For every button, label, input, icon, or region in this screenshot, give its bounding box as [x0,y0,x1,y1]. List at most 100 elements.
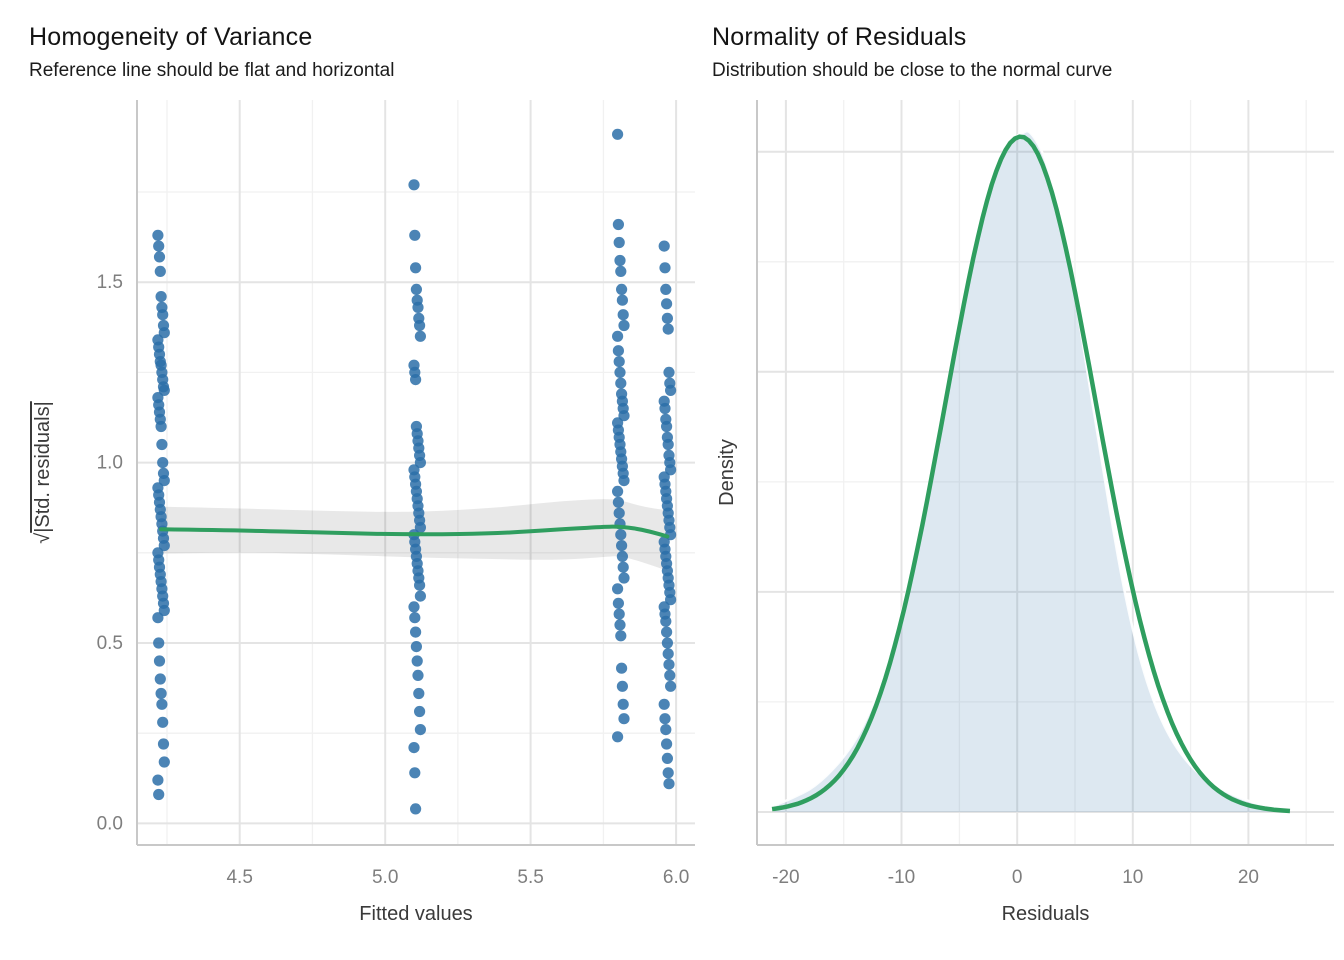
x-tick-label: -20 [772,867,799,888]
residual-point [662,648,674,660]
normal-curve [771,134,1291,814]
residual-point [408,601,420,613]
residual-point [617,561,629,573]
y-axis-title-text: |Std. residuals| [32,401,54,533]
residual-point [661,637,674,649]
residual-point [662,323,674,335]
residual-point [662,767,674,779]
sqrt-sign: √ [32,532,54,544]
residual-point [661,298,673,310]
residual-point [409,767,421,779]
residual-point [409,612,421,624]
residual-point [665,594,677,606]
residual-point [412,669,424,682]
residual-point [414,457,426,469]
residual-point [612,330,624,342]
y-tick-label: 0.5 [97,633,123,654]
residual-point [152,612,164,624]
residual-point [614,619,626,631]
residual-point [618,572,630,584]
residual-point [410,283,422,295]
residual-point [414,521,426,534]
residual-point [414,724,426,736]
x-tick-label: 4.5 [226,867,252,888]
residual-point [612,485,624,497]
residual-point [153,240,165,252]
left-plot-title: Homogeneity of Variance [29,23,313,51]
residual-point [661,420,673,433]
residual-point [615,529,627,541]
residual-point [661,738,673,750]
residual-point [153,637,165,649]
residual-point [410,374,422,386]
residual-point [414,319,426,332]
residual-point [616,294,629,306]
residual-point [414,330,426,342]
residual-point [153,655,166,667]
residual-point [660,283,672,295]
residual-point [411,655,423,667]
residual-point [414,705,426,718]
residual-point [615,265,627,277]
right-plot-title: Normality of Residuals [712,23,967,51]
residual-point [616,283,628,295]
residual-point [659,262,671,274]
left-plot-subtitle: Reference line should be flat and horizo… [29,60,395,81]
residual-point [612,218,625,231]
x-tick-label: 20 [1238,867,1259,888]
residual-point [613,608,625,620]
residual-point [615,377,627,389]
residual-point [612,345,625,357]
residual-point [658,240,670,252]
density-area [774,131,1291,813]
residual-point [663,366,675,378]
residual-point [614,254,626,267]
residual-point [613,507,625,519]
residual-point [158,540,170,552]
residual-point [413,687,425,700]
residual-point [158,475,170,487]
residual-point [613,356,625,368]
residual-point [154,265,166,277]
residual-point [153,788,165,801]
residual-point [665,384,677,396]
residual-point [154,673,166,685]
y-tick-label: 1.0 [97,453,123,474]
residual-point [408,179,420,191]
y-tick-label: 1.5 [97,272,123,293]
x-tick-label: -10 [888,867,915,888]
residual-point [665,464,677,476]
residual-point [663,778,675,790]
residual-point [617,309,629,321]
residual-point [613,236,625,249]
right-plot-subtitle: Distribution should be close to the norm… [712,60,1113,81]
residual-point [664,669,676,682]
residual-point [661,312,674,324]
residual-point [616,550,629,563]
residual-point [665,680,677,692]
residual-point [618,319,630,332]
residual-point [659,713,671,725]
residual-point [157,457,169,469]
residual-point [157,738,170,750]
residual-point [157,309,169,321]
residual-point [614,366,626,378]
right-x-axis-title: Residuals [1001,903,1090,925]
residual-point [158,384,170,396]
residual-point [414,579,426,591]
residual-point [152,229,164,241]
residual-point [661,752,674,765]
residual-point [409,229,421,241]
x-tick-label: 10 [1122,867,1143,888]
residual-point [659,402,671,415]
residual-point [661,626,673,638]
residual-point [414,590,426,602]
left-x-axis-title: Fitted values [359,903,473,925]
residual-point [410,262,422,274]
residual-point [410,626,422,638]
residual-point [612,496,625,508]
residual-point [615,630,627,642]
residual-point [155,291,167,303]
